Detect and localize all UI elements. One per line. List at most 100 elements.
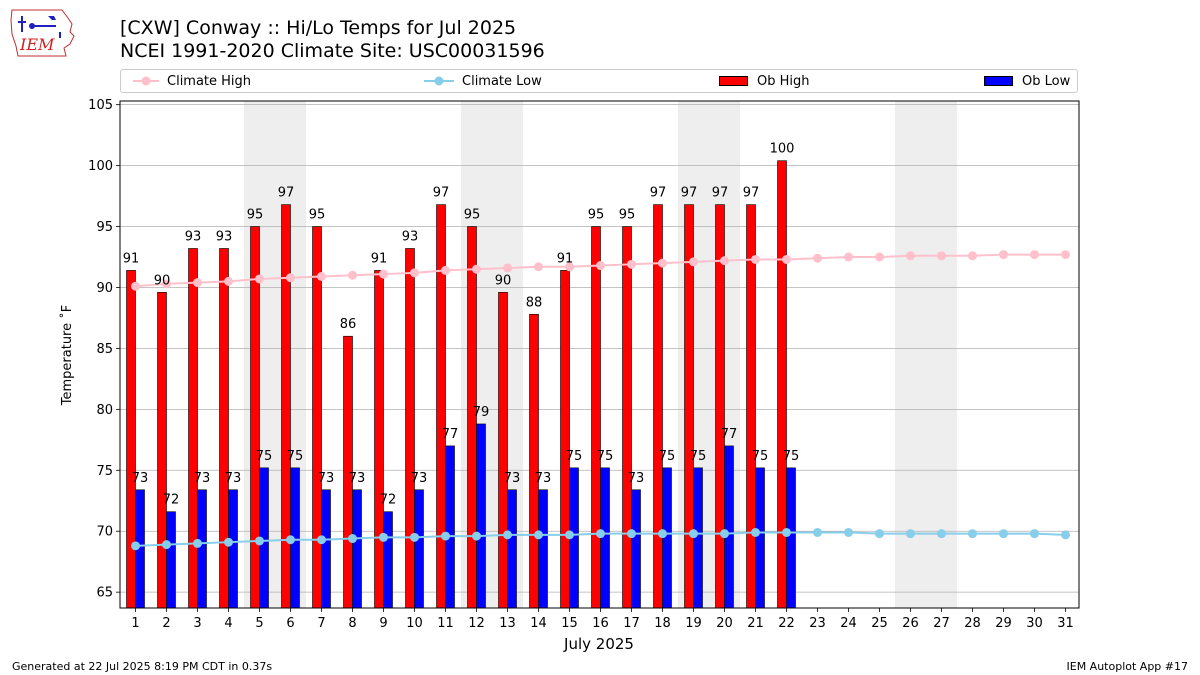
x-tick-label: 26	[902, 616, 919, 631]
x-tick-label: 12	[468, 616, 485, 631]
ob-low-label: 72	[380, 493, 397, 508]
ob-high-bar	[715, 204, 725, 609]
ob-high-label: 91	[557, 251, 574, 266]
ob-low-bar	[228, 489, 238, 609]
ob-low-label: 75	[659, 449, 676, 464]
climate-high-point	[317, 272, 326, 281]
y-tick-label: 100	[88, 159, 113, 174]
ob-low-label: 73	[132, 471, 149, 486]
climate-low-point	[441, 531, 450, 541]
climate-low-point	[813, 527, 822, 537]
climate-high-point	[813, 253, 822, 263]
ob-high-label: 95	[309, 208, 326, 223]
climate-high-point	[1030, 250, 1039, 260]
climate-low-point	[255, 536, 264, 546]
x-tick-label: 6	[286, 616, 294, 631]
climate-low-point	[348, 534, 357, 544]
ob-low-label: 73	[225, 471, 242, 486]
x-tick-label: 22	[778, 616, 795, 631]
ob-high-label: 97	[650, 186, 667, 201]
ob-high-bar	[250, 226, 260, 609]
ob-high-label: 91	[371, 251, 388, 266]
weekend-shade	[895, 101, 957, 608]
climate-high-point	[968, 251, 977, 261]
climate-high-point	[689, 257, 698, 267]
ob-low-label: 73	[411, 471, 428, 486]
climate-low-point	[565, 530, 574, 540]
climate-low-point	[906, 529, 915, 539]
climate-low-point	[503, 530, 512, 540]
legend-climate-low-label: Climate Low	[462, 73, 542, 89]
climate-low-point	[286, 535, 295, 545]
ob-low-bar	[414, 489, 424, 609]
climate-high-point	[596, 261, 605, 271]
ob-high-swatch-icon	[719, 76, 748, 86]
climate-high-point	[751, 254, 760, 264]
climate-low-point	[999, 529, 1008, 539]
ob-high-bar	[498, 292, 508, 609]
climate-low-point	[844, 527, 853, 537]
ob-low-label: 73	[628, 471, 645, 486]
legend-climate-high: Climate High	[133, 70, 251, 92]
climate-high-point	[286, 273, 295, 283]
y-tick-label: 75	[96, 464, 113, 479]
x-tick-label: 15	[561, 616, 578, 631]
generated-footer: Generated at 22 Jul 2025 8:19 PM CDT in …	[12, 660, 273, 673]
ob-high-bar	[405, 248, 415, 609]
climate-high-point	[224, 276, 233, 286]
ob-low-bar	[352, 489, 362, 609]
ob-low-bar	[786, 467, 796, 609]
ob-low-swatch-icon	[984, 76, 1013, 86]
climate-low-point	[472, 531, 481, 541]
ob-low-label: 75	[287, 449, 304, 464]
climate-low-point	[689, 529, 698, 539]
ob-low-label: 75	[597, 449, 614, 464]
y-tick-label: 85	[96, 342, 113, 357]
ob-low-bar	[507, 489, 517, 609]
climate-low-point	[162, 540, 171, 550]
ob-low-bar	[538, 489, 548, 609]
ob-high-label: 97	[712, 186, 729, 201]
y-tick-label: 65	[96, 586, 113, 601]
climate-low-swatch-icon	[424, 76, 454, 86]
x-tick-label: 27	[933, 616, 950, 631]
climate-high-point	[131, 281, 140, 291]
ob-low-bar	[755, 467, 765, 609]
ob-low-label: 79	[473, 405, 490, 420]
x-tick-label: 24	[840, 616, 857, 631]
ob-high-bar	[157, 292, 167, 609]
ob-high-bar	[188, 248, 198, 609]
climate-high-point	[472, 264, 481, 274]
ob-low-bar	[445, 445, 455, 609]
ob-high-label: 90	[154, 273, 171, 288]
climate-low-point	[937, 529, 946, 539]
ob-low-label: 75	[566, 449, 583, 464]
ob-high-bar	[591, 226, 601, 609]
ob-high-label: 97	[278, 186, 295, 201]
y-tick-label: 105	[88, 98, 113, 113]
x-tick-label: 5	[255, 616, 263, 631]
ob-high-label: 95	[588, 208, 605, 223]
ob-high-label: 100	[770, 142, 795, 157]
climate-low-point	[751, 527, 760, 537]
x-tick-label: 20	[716, 616, 733, 631]
climate-low-point	[379, 532, 388, 542]
climate-high-point	[410, 268, 419, 278]
x-tick-label: 13	[499, 616, 516, 631]
plot-frame	[119, 100, 1080, 609]
ob-high-bar	[622, 226, 632, 609]
climate-high-point	[627, 259, 636, 269]
x-tick-label: 30	[1026, 616, 1043, 631]
logo-text: IEM	[19, 35, 55, 54]
x-axis-label: July 2025	[563, 635, 634, 653]
ob-low-bar	[631, 489, 641, 609]
y-tick-label: 80	[96, 403, 113, 418]
ob-high-bar	[374, 270, 384, 609]
ob-high-label: 95	[247, 208, 264, 223]
climate-high-point	[937, 251, 946, 261]
y-axis-label: Temperature ˚F	[59, 305, 75, 406]
ob-high-label: 88	[526, 295, 543, 310]
ob-low-label: 73	[535, 471, 552, 486]
ob-low-label: 77	[721, 427, 738, 442]
